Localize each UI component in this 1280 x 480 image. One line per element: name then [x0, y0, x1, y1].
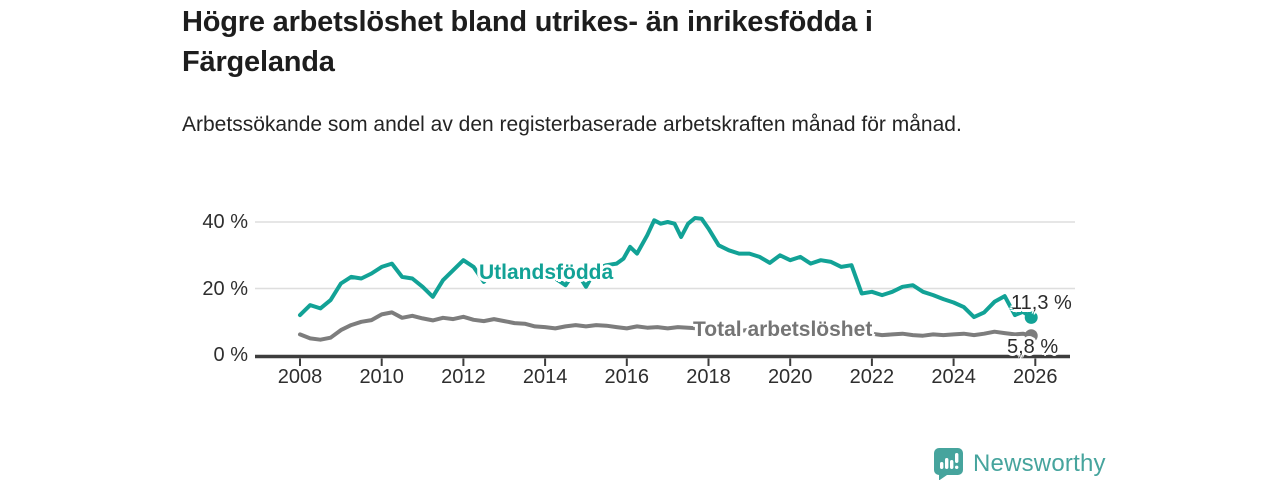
bar-chart-bubble-icon [934, 448, 963, 480]
series-line-total-arbetsl-shet [298, 310, 1034, 342]
x-tick-label: 2022 [849, 366, 895, 388]
newsworthy-logo: Newsworthy [933, 447, 1106, 480]
series-end-dot [1024, 329, 1038, 343]
end-value-label-total: 5,8 % [1007, 336, 1059, 358]
x-tick-label: 2020 [767, 366, 813, 388]
page-title: Högre arbetslöshet bland utrikes- än inr… [182, 6, 873, 78]
y-tick-label: 20 % [202, 277, 248, 300]
series-label-total-arbetsloshet: Total arbetslöshet [693, 318, 873, 341]
x-tick-label: 2018 [686, 366, 731, 388]
newsworthy-logo-text: Newsworthy [973, 449, 1106, 477]
x-tick-label: 2010 [359, 366, 404, 388]
series-line-utlandsf-dda [298, 216, 1034, 320]
x-tick-label: 2016 [604, 366, 650, 388]
x-tick-label: 2024 [931, 366, 976, 388]
x-tick-label: 2014 [522, 366, 568, 388]
page-subtitle: Arbetssökande som andel av den registerb… [182, 113, 962, 136]
x-tick-label: 2012 [441, 366, 486, 388]
series-end-dot [1024, 310, 1038, 324]
x-tick-label: 2008 [277, 366, 323, 388]
y-tick-label: 40 % [202, 211, 248, 233]
end-value-label-utlandsfodda: 11,3 % [1011, 292, 1072, 314]
y-tick-label: 0 % [213, 344, 248, 366]
series-label-utlandsfodda: Utlandsfödda [479, 261, 614, 284]
x-tick-label: 2026 [1013, 366, 1058, 388]
